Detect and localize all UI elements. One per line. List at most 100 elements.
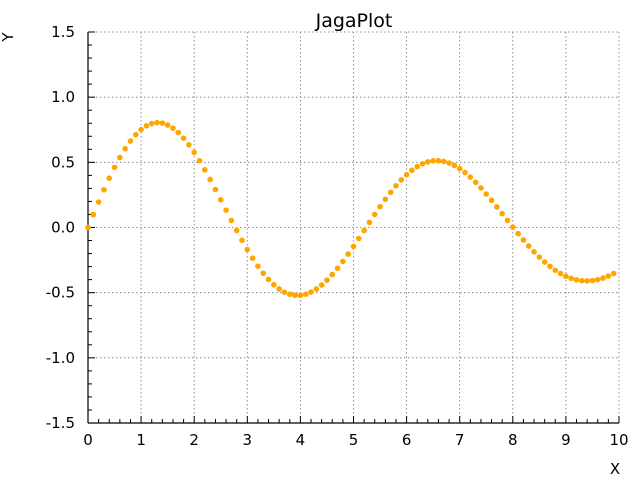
- data-point: [340, 258, 346, 265]
- data-point: [281, 289, 288, 295]
- x-tick-label: 1: [136, 431, 146, 449]
- data-point: [308, 289, 314, 295]
- data-point: [573, 277, 580, 283]
- data-point: [552, 267, 559, 274]
- data-point: [600, 275, 606, 281]
- data-point: [138, 126, 144, 133]
- data-point: [456, 165, 463, 172]
- data-point: [334, 265, 341, 272]
- x-tick-label: 3: [243, 431, 253, 449]
- y-tick-label: 1.0: [51, 88, 75, 106]
- data-point: [106, 175, 113, 181]
- y-tick-label: 1.5: [51, 23, 75, 41]
- data-point: [302, 291, 309, 297]
- data-point: [239, 237, 245, 244]
- data-point: [409, 167, 415, 174]
- y-tick-label: -0.5: [46, 284, 75, 302]
- data-point: [568, 275, 575, 282]
- data-point: [127, 138, 134, 144]
- data-point: [329, 271, 336, 278]
- data-point: [345, 251, 351, 257]
- data-point: [398, 177, 405, 183]
- data-point: [111, 164, 118, 171]
- data-point: [324, 277, 330, 283]
- data-point: [393, 182, 399, 189]
- data-point: [217, 196, 224, 203]
- data-point: [318, 282, 325, 288]
- data-point: [228, 217, 235, 224]
- x-tick-label: 10: [609, 431, 628, 449]
- y-tick-label: 0.0: [51, 219, 75, 237]
- data-point: [90, 211, 97, 218]
- data-point: [387, 189, 394, 196]
- data-point: [117, 154, 123, 161]
- data-point: [170, 125, 176, 131]
- data-point: [265, 276, 272, 283]
- chart-title: JagaPlot: [315, 10, 393, 32]
- data-point: [440, 158, 447, 165]
- data-points: [85, 119, 617, 299]
- data-point: [371, 211, 378, 218]
- data-point: [605, 273, 612, 279]
- x-tick-label: 4: [296, 431, 306, 449]
- data-point: [255, 263, 261, 269]
- data-point: [260, 270, 267, 277]
- data-point: [579, 277, 585, 284]
- data-point: [101, 186, 107, 193]
- data-point: [356, 235, 362, 242]
- data-point: [467, 174, 474, 180]
- data-point: [297, 292, 304, 299]
- grid: [87, 31, 620, 424]
- x-tick-label: 8: [508, 431, 518, 449]
- data-point: [271, 281, 277, 288]
- data-point: [499, 210, 505, 217]
- data-point: [175, 129, 182, 136]
- x-tick-label: 9: [561, 431, 571, 449]
- data-point: [366, 219, 373, 226]
- data-point: [276, 286, 282, 292]
- data-point: [202, 167, 208, 173]
- x-tick-label: 6: [402, 431, 412, 449]
- data-point: [547, 263, 553, 270]
- data-point: [212, 186, 219, 193]
- data-point: [594, 276, 601, 283]
- data-point: [430, 158, 436, 164]
- data-point: [531, 248, 537, 255]
- x-tick-label: 0: [83, 431, 93, 449]
- data-point: [403, 171, 410, 178]
- data-point: [122, 145, 128, 152]
- data-point: [244, 246, 251, 253]
- x-tick-label: 5: [349, 431, 359, 449]
- data-point: [414, 163, 421, 170]
- data-point: [95, 199, 102, 205]
- data-point: [515, 230, 521, 237]
- data-point: [446, 160, 452, 166]
- data-point: [223, 207, 229, 213]
- data-point: [541, 259, 548, 265]
- data-point: [504, 217, 511, 224]
- data-point: [584, 278, 590, 284]
- data-point: [85, 224, 91, 231]
- data-point: [419, 161, 426, 167]
- data-point: [186, 141, 192, 148]
- data-point: [525, 243, 532, 249]
- data-point: [557, 270, 564, 277]
- y-tick-label: -1.5: [46, 414, 75, 432]
- data-point: [361, 227, 367, 234]
- data-point: [382, 196, 389, 203]
- y-axis-label: Y: [0, 32, 17, 43]
- data-point: [494, 204, 500, 210]
- x-tick-label: 7: [455, 431, 465, 449]
- data-point: [435, 157, 442, 164]
- y-tick-label: 0.5: [51, 153, 75, 171]
- data-point: [350, 243, 357, 250]
- data-point: [472, 179, 479, 186]
- data-point: [286, 291, 293, 298]
- data-point: [143, 123, 150, 129]
- data-point: [191, 149, 197, 156]
- data-point: [132, 131, 139, 138]
- data-point: [425, 159, 431, 165]
- data-point: [148, 120, 155, 127]
- data-point: [520, 237, 527, 243]
